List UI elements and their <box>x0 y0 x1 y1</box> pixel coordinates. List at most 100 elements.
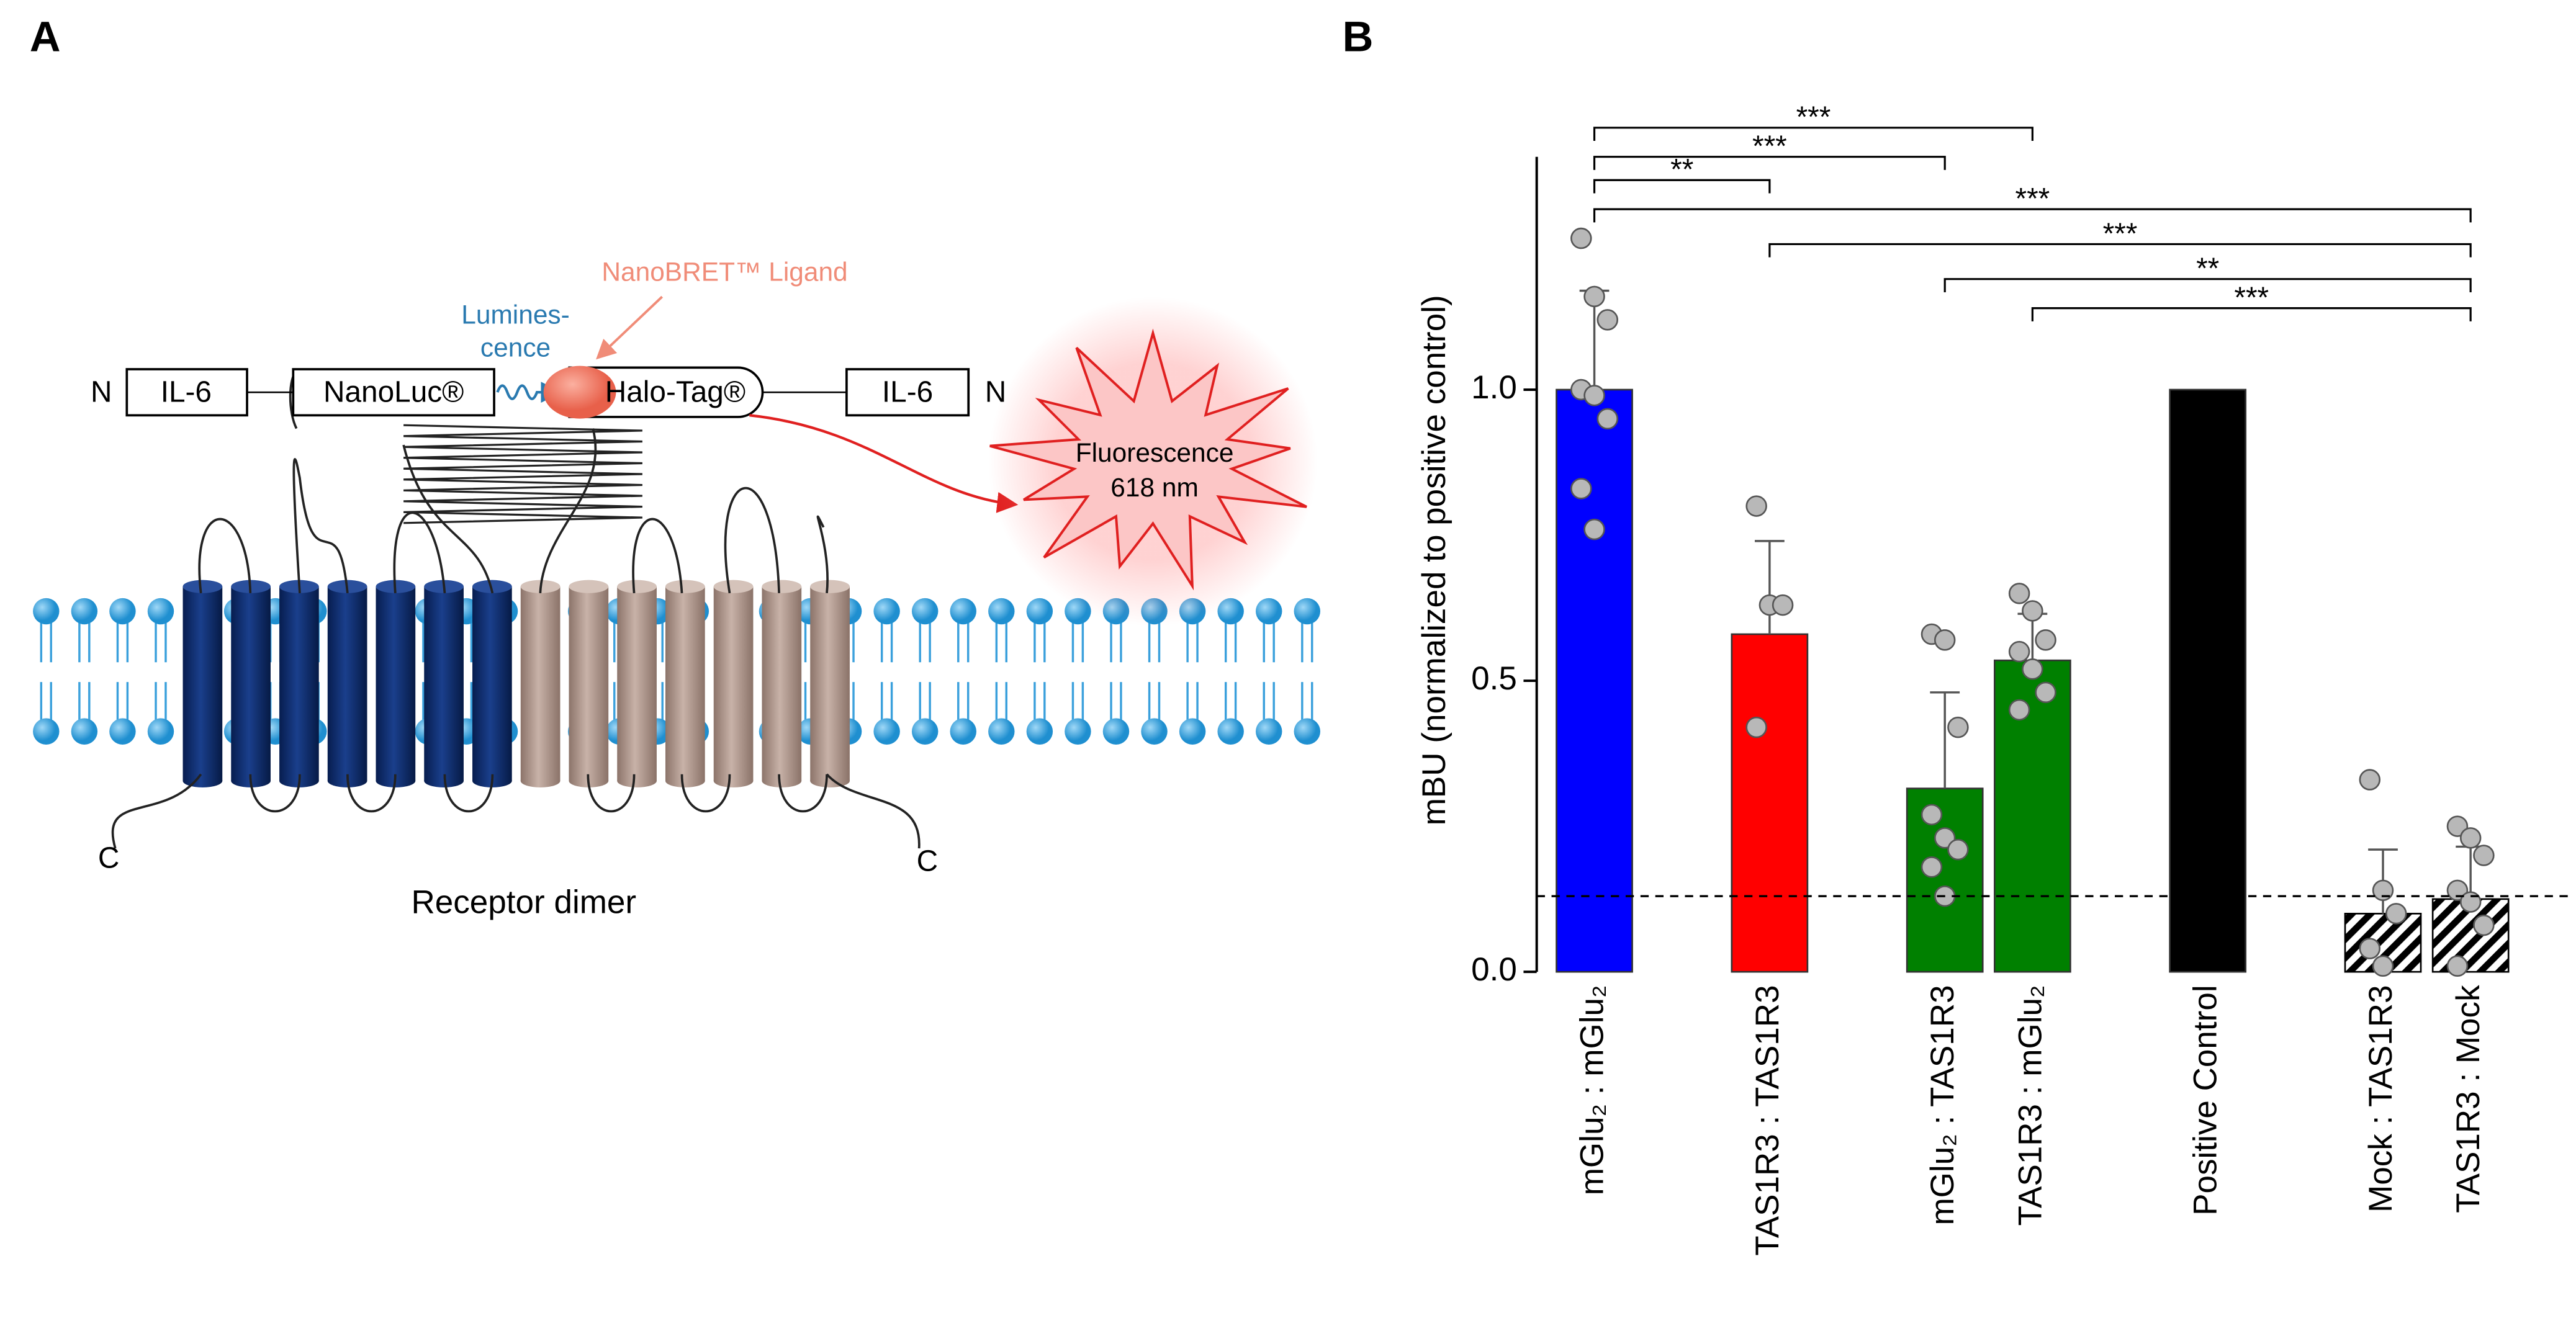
label: Lumines- <box>461 300 570 329</box>
significance-bracket <box>1593 208 2472 223</box>
error-bar <box>1930 691 1960 789</box>
significance-label: *** <box>1796 101 1831 134</box>
caption: Receptor dimer <box>411 884 636 920</box>
lipid-head <box>950 718 976 745</box>
significance-label: *** <box>1752 130 1787 163</box>
data-point <box>2372 955 2394 977</box>
label: C <box>917 845 938 878</box>
label: NanoBRET™ Ligand <box>601 257 847 286</box>
data-point <box>1596 408 1619 430</box>
y-tick-label: 0.5 <box>1471 660 1517 697</box>
lipid-tail <box>919 622 931 722</box>
label: C <box>98 841 119 874</box>
box <box>125 368 248 417</box>
lipid-head <box>873 718 900 745</box>
x-tick-label: TAS1R3 : TAS1R3 <box>1749 985 1786 1255</box>
label: cence <box>480 333 551 362</box>
helix-bottom <box>665 774 705 787</box>
significance-bracket <box>1768 243 2472 258</box>
data-point <box>2008 640 2030 663</box>
x-tick-label: Mock : TAS1R3 <box>2362 985 2399 1213</box>
bar <box>1731 633 1809 973</box>
x-tick-label: mGlu₂ : mGlu₂ <box>1574 985 1611 1195</box>
lipid-head <box>1141 718 1168 745</box>
data-point <box>1583 385 1605 406</box>
helix <box>762 586 802 781</box>
helix <box>520 586 561 781</box>
lipid-head <box>109 718 136 745</box>
bar <box>1556 388 1633 973</box>
significance-label: *** <box>2015 182 2050 215</box>
data-point <box>1745 495 1767 517</box>
helix-bottom <box>182 774 223 787</box>
significance-label: *** <box>2103 218 2138 251</box>
data-point <box>1745 716 1767 738</box>
data-point <box>1596 309 1619 331</box>
lipid-head <box>147 718 174 745</box>
helix <box>376 586 416 781</box>
lipid-head <box>1255 718 1282 745</box>
arrow <box>596 295 664 360</box>
significance-label: ** <box>2196 253 2219 285</box>
data-point <box>2446 955 2469 977</box>
lipid-head <box>33 718 60 745</box>
box <box>292 368 495 417</box>
data-point <box>2372 879 2394 902</box>
lipid-tail <box>40 622 52 722</box>
starburst <box>989 328 1307 591</box>
data-point <box>1947 716 1969 738</box>
lipid-tail <box>1186 622 1199 722</box>
data-point <box>1583 518 1605 540</box>
arrow <box>749 414 1019 513</box>
lipid-head <box>71 598 98 625</box>
significance-label: *** <box>2234 282 2269 315</box>
data-point <box>1921 856 1943 878</box>
data-point <box>2385 903 2407 925</box>
helix <box>472 586 512 781</box>
lipid-head <box>71 718 98 745</box>
data-point <box>1947 838 1969 861</box>
helix-bottom <box>762 774 802 787</box>
data-point <box>2035 629 2056 651</box>
label: Fluorescence <box>1076 438 1234 467</box>
emission <box>496 382 562 403</box>
data-point <box>1934 629 1956 651</box>
significance-bracket <box>1593 179 1771 194</box>
error-bar <box>1754 540 1785 635</box>
data-point <box>2022 658 2043 680</box>
data-point <box>2022 600 2043 622</box>
lipid-tail <box>78 622 91 722</box>
helix-bottom <box>713 774 754 787</box>
y-axis-label: mBU (normalized to positive control) <box>1416 295 1452 825</box>
significance-bracket <box>1593 127 2033 141</box>
linker <box>403 424 642 524</box>
lipid-head <box>1179 718 1206 745</box>
label: 618 nm <box>1110 473 1199 502</box>
lipid-head <box>1026 598 1053 625</box>
data-point <box>2359 938 2381 959</box>
significance-label: ** <box>1670 154 1693 187</box>
lipid-tail <box>1034 622 1046 722</box>
lipid-head <box>1102 718 1130 745</box>
data-point <box>2008 699 2030 721</box>
y-tick-label: 1.0 <box>1471 369 1517 406</box>
lipid-head <box>988 598 1015 625</box>
data-point <box>2359 769 2381 791</box>
lipid-tail <box>880 622 893 722</box>
lipid-tail <box>155 622 167 722</box>
lipid-tail <box>995 622 1007 722</box>
helix-top <box>617 580 657 593</box>
lipid-head <box>1255 598 1282 625</box>
panel-label: A <box>30 13 61 61</box>
lipid-head <box>109 598 136 625</box>
label: IL-6 <box>882 375 933 408</box>
lipid-head <box>1065 718 1091 745</box>
helix-top <box>665 580 705 593</box>
helix-top <box>762 580 802 593</box>
data-point <box>1570 227 1592 249</box>
data-point <box>2035 681 2056 704</box>
helix-top <box>472 580 512 593</box>
label: N <box>91 375 112 408</box>
helix <box>279 586 319 781</box>
